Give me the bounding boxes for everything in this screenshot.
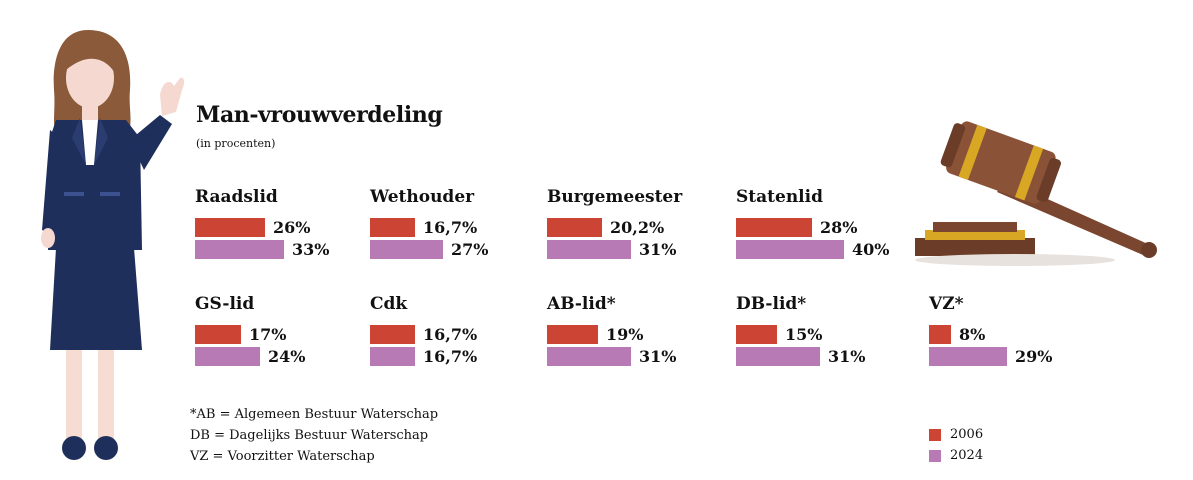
bar-gs-lid-2006 bbox=[195, 325, 241, 344]
legend-swatch-2024 bbox=[929, 450, 941, 462]
value-label-cdk-2024: 16,7% bbox=[423, 347, 478, 366]
footnote-db: DB = Dagelijks Bestuur Waterschap bbox=[190, 428, 429, 443]
value-label-wethouder-2024: 27% bbox=[451, 240, 489, 259]
group-label-db-lid: DB-lid* bbox=[736, 294, 807, 314]
group-label-vz: VZ* bbox=[929, 294, 964, 314]
bar-vz-2024 bbox=[929, 347, 1007, 366]
bar-wethouder-2006 bbox=[370, 218, 415, 237]
value-label-statenlid-2024: 40% bbox=[852, 240, 890, 259]
legend-label-2006: 2006 bbox=[950, 427, 984, 442]
group-label-raadslid: Raadslid bbox=[195, 187, 278, 207]
gavel-illustration bbox=[915, 121, 1157, 266]
woman-illustration bbox=[41, 30, 185, 460]
footnote-vz: VZ = Voorzitter Waterschap bbox=[190, 449, 375, 464]
value-label-burgemeester-2024: 31% bbox=[639, 240, 677, 259]
bar-wethouder-2024 bbox=[370, 240, 443, 259]
group-label-burgemeester: Burgemeester bbox=[547, 187, 683, 207]
value-label-vz-2024: 29% bbox=[1015, 347, 1053, 366]
value-label-burgemeester-2006: 20,2% bbox=[610, 218, 665, 237]
value-label-db-lid-2024: 31% bbox=[828, 347, 866, 366]
bar-burgemeester-2024 bbox=[547, 240, 631, 259]
legend-swatch-2006 bbox=[929, 429, 941, 441]
value-label-statenlid-2006: 28% bbox=[820, 218, 858, 237]
group-label-gs-lid: GS-lid bbox=[195, 294, 255, 314]
value-label-gs-lid-2024: 24% bbox=[268, 347, 306, 366]
bar-cdk-2024 bbox=[370, 347, 415, 366]
value-label-ab-lid-2006: 19% bbox=[606, 325, 644, 344]
bar-burgemeester-2006 bbox=[547, 218, 602, 237]
bar-ab-lid-2006 bbox=[547, 325, 598, 344]
value-label-db-lid-2006: 15% bbox=[785, 325, 823, 344]
bar-statenlid-2024 bbox=[736, 240, 844, 259]
bar-db-lid-2024 bbox=[736, 347, 820, 366]
value-label-raadslid-2024: 33% bbox=[292, 240, 330, 259]
bar-raadslid-2024 bbox=[195, 240, 284, 259]
group-label-wethouder: Wethouder bbox=[370, 187, 475, 207]
group-label-statenlid: Statenlid bbox=[736, 187, 823, 207]
chart-title: Man-vrouwverdeling bbox=[196, 102, 443, 128]
bar-ab-lid-2024 bbox=[547, 347, 631, 366]
value-label-wethouder-2006: 16,7% bbox=[423, 218, 478, 237]
bar-vz-2006 bbox=[929, 325, 951, 344]
value-label-raadslid-2006: 26% bbox=[273, 218, 311, 237]
value-label-vz-2006: 8% bbox=[959, 325, 986, 344]
value-label-gs-lid-2006: 17% bbox=[249, 325, 287, 344]
bar-cdk-2006 bbox=[370, 325, 415, 344]
value-label-cdk-2006: 16,7% bbox=[423, 325, 478, 344]
bar-statenlid-2006 bbox=[736, 218, 812, 237]
value-label-ab-lid-2024: 31% bbox=[639, 347, 677, 366]
footnote-ab: *AB = Algemeen Bestuur Waterschap bbox=[190, 407, 439, 422]
bar-raadslid-2006 bbox=[195, 218, 265, 237]
group-label-ab-lid: AB-lid* bbox=[547, 294, 616, 314]
bar-gs-lid-2024 bbox=[195, 347, 260, 366]
group-label-cdk: Cdk bbox=[370, 294, 408, 314]
bar-db-lid-2006 bbox=[736, 325, 777, 344]
legend-label-2024: 2024 bbox=[950, 448, 984, 463]
chart-subtitle: (in procenten) bbox=[196, 137, 276, 150]
